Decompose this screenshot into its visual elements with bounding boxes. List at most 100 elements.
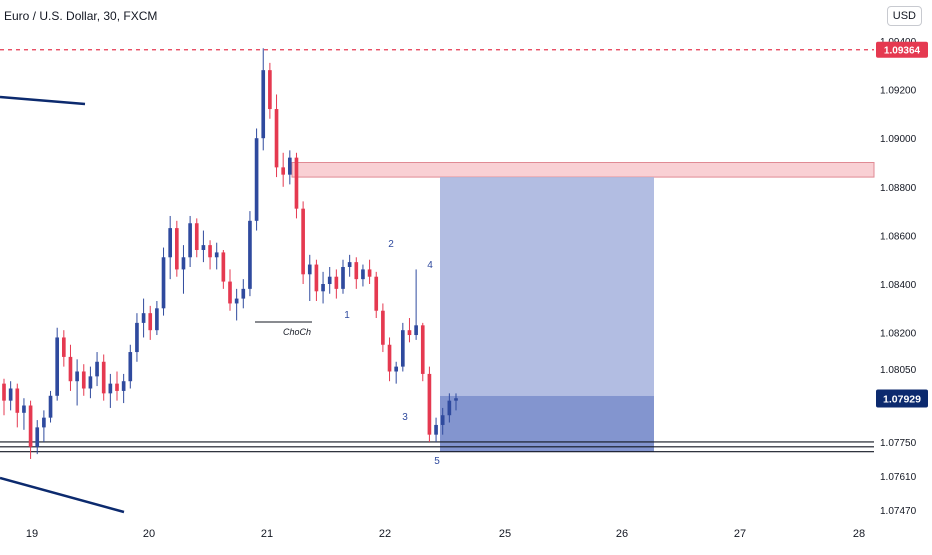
position-reward-area[interactable] [440,395,654,452]
candle-body [35,427,40,447]
wave-label: 4 [427,260,433,271]
candle-body [454,398,458,401]
candle-body [374,276,379,311]
candle-body [434,424,438,435]
current-price-tag [876,389,928,408]
candle-body [420,325,425,374]
candle-body [440,415,445,425]
candle-body [248,220,252,289]
candle-body [81,371,86,389]
candle-body [22,405,26,413]
price-tick-label: 1.09000 [880,134,917,145]
candle-body [281,167,286,175]
candle-body [261,70,266,139]
candle-body [407,330,412,336]
candle-body [75,371,79,382]
drawing-lines-layer [0,49,874,514]
candle-body [294,157,299,209]
currency-button[interactable]: USD [886,6,922,26]
candle-body [121,381,126,391]
price-tick-label: 1.08200 [880,329,917,340]
candle-body [427,373,432,435]
annotation-labels-layer: ChoCh 1 2 3 4 5 [283,239,440,467]
candle-body [88,376,93,389]
candle-body [228,281,232,304]
upper-trend-line[interactable] [0,95,86,106]
candle-body [447,400,452,416]
symbol-title: Euro / U.S. Dollar, 30, FXCM [4,9,158,23]
candle-body [361,269,365,280]
candle-body [268,70,272,110]
candle-body [307,264,312,275]
drawing-zones-layer [291,162,875,452]
candle-body [400,330,405,367]
choch-label: ChoCh [283,327,311,337]
resistance-price-label: 1.09364 [884,46,921,57]
candle-body [367,269,372,277]
candle-body [148,313,153,331]
candle-body [115,383,119,391]
candle-body [194,223,199,250]
candle-body [347,262,352,267]
candle-body [287,157,292,175]
price-tick-label: 1.09200 [880,86,917,97]
candle-body [181,257,186,270]
price-tick-label: 1.08600 [880,231,917,242]
price-axis-layer: 1.094001.092001.090001.088001.086001.084… [876,37,928,517]
time-tick-label: 28 [853,528,865,540]
position-risk-area[interactable] [440,177,654,396]
candle-body [42,417,46,428]
candle-body [314,264,319,292]
candle-body [201,245,206,250]
candle-body [188,223,192,258]
candle-body [48,395,53,418]
time-axis-layer: 19 20 21 22 25 26 27 28 [26,528,865,540]
candle-body [341,266,345,289]
candle-body [221,252,226,282]
candle-body [327,276,332,285]
supply-zone-box[interactable] [291,162,875,178]
candles-layer [2,48,458,459]
price-tick-label: 1.07470 [880,506,917,517]
candle-body [387,344,392,372]
candle-body [141,313,146,323]
candle-body [334,276,339,289]
candle-body [161,257,166,309]
price-tick-label: 1.08800 [880,183,917,194]
candle-body [135,322,139,353]
price-tick-label: 1.08050 [880,365,917,376]
candle-body [354,262,359,280]
lower-trend-line[interactable] [0,476,125,514]
candle-body [128,352,133,382]
candle-body [274,109,279,168]
wave-label: 3 [402,412,408,423]
candle-body [234,298,239,304]
wave-label: 5 [434,456,440,467]
candle-body [168,228,173,258]
time-tick-label: 26 [616,528,628,540]
time-tick-label: 25 [499,528,511,540]
time-tick-label: 22 [379,528,391,540]
time-tick-label: 27 [734,528,746,540]
candle-body [28,405,33,447]
resistance-price-tag [876,41,928,58]
wave-label: 2 [388,239,394,250]
candle-body [8,388,13,401]
candle-body [208,245,212,258]
time-tick-label: 20 [143,528,155,540]
candle-body [61,337,66,357]
candle-body [55,337,60,396]
price-tick-label: 1.08400 [880,280,917,291]
candle-body [394,366,399,372]
candle-body [254,138,259,221]
candle-body [95,361,99,377]
price-tick-label: 1.07610 [880,472,917,483]
candle-body [68,356,73,382]
candle-body [301,208,305,275]
candle-body [174,228,179,270]
candle-body [108,383,113,394]
candle-body [241,288,246,299]
time-tick-label: 21 [261,528,273,540]
